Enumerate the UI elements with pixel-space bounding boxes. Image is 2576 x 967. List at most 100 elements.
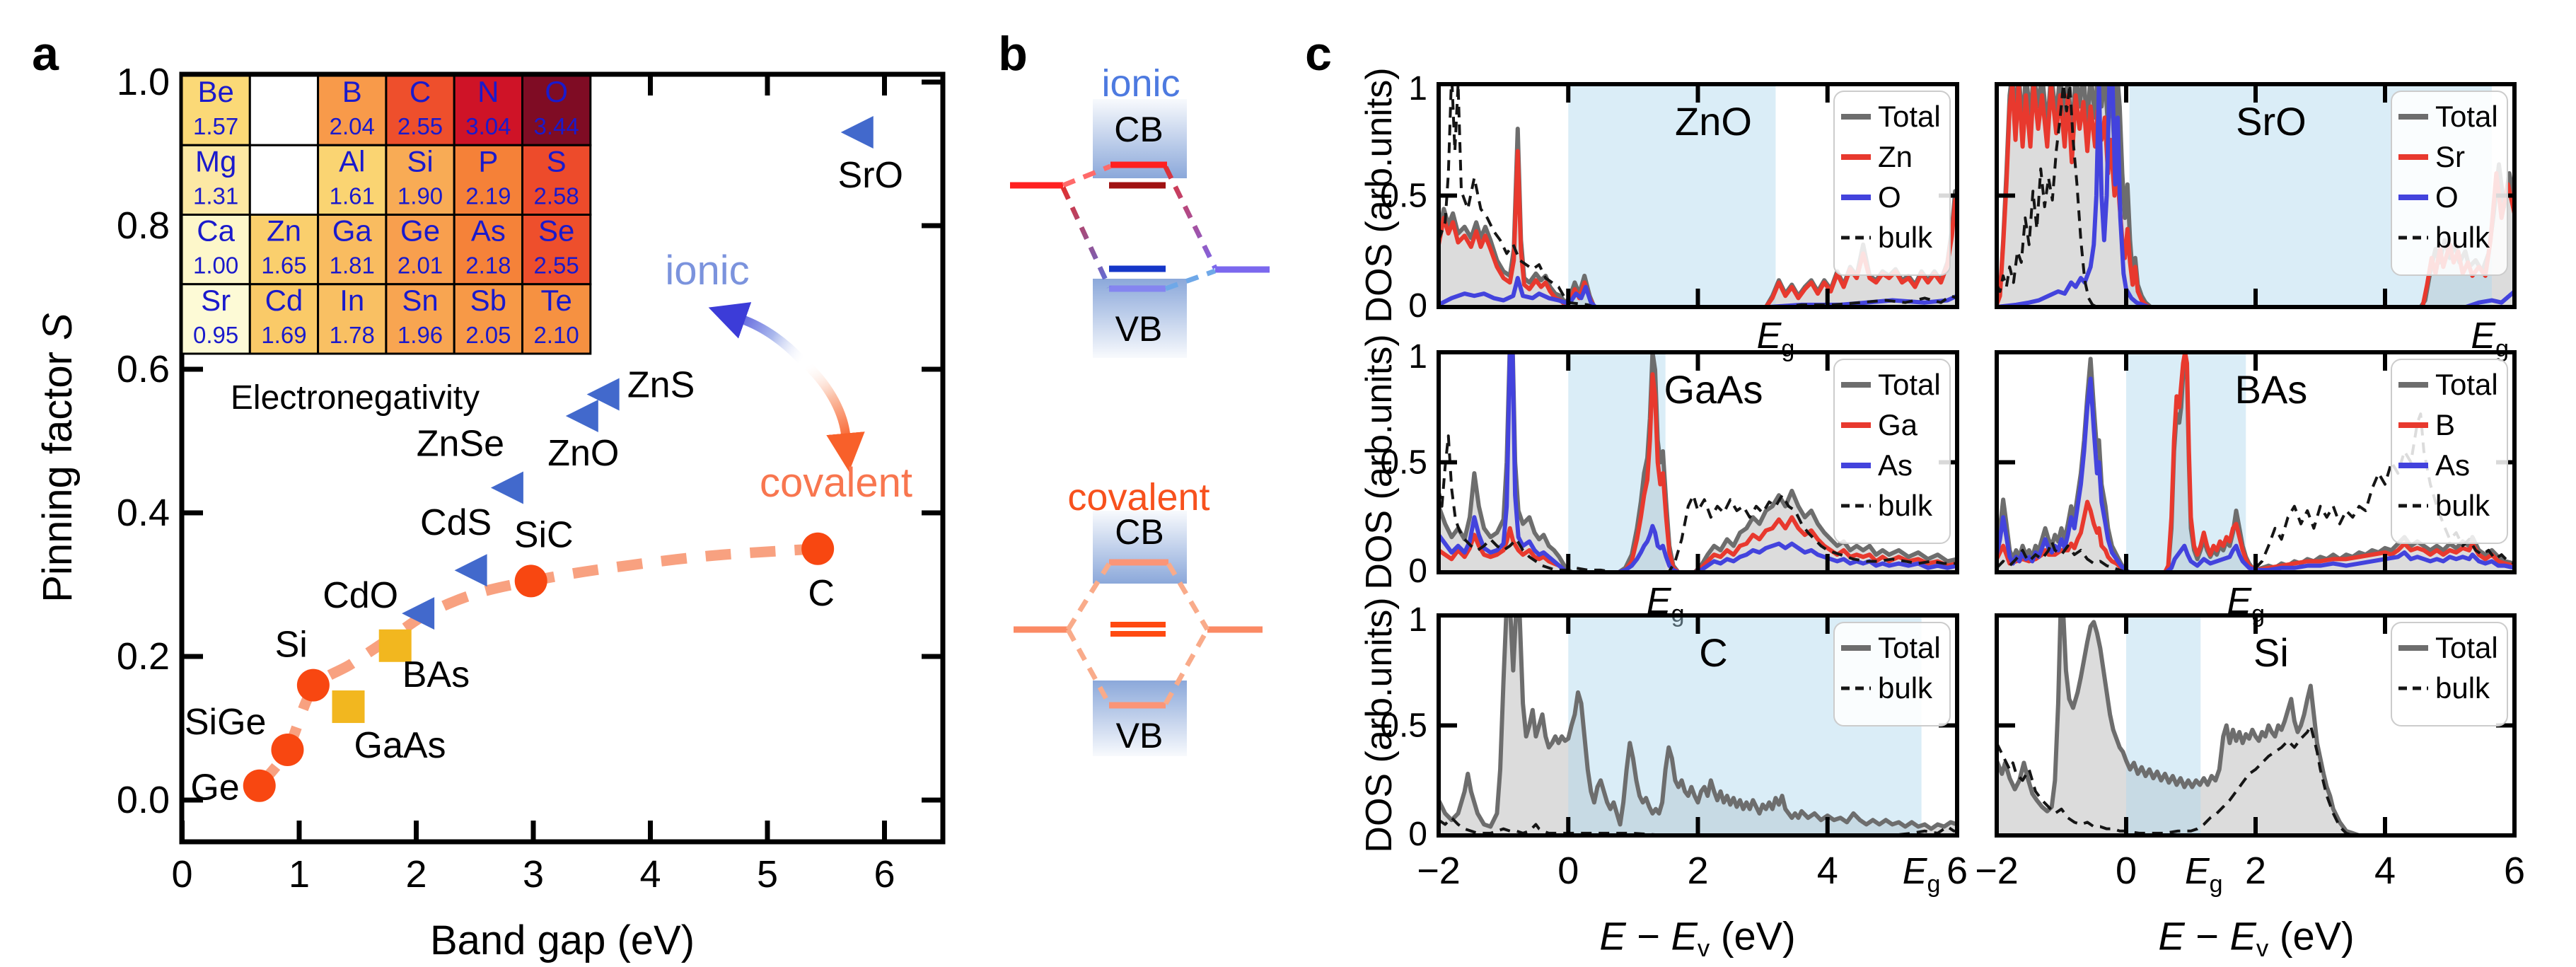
covalent-annotation: covalent — [759, 460, 913, 506]
element-cell-Be — [180, 74, 251, 146]
data-point-ZnO — [565, 399, 598, 432]
energy-axis-label-col2: E − Ev (eV) — [2158, 916, 2354, 961]
minus: − — [2184, 913, 2230, 959]
dos-curve-C-bulk — [1441, 816, 1955, 833]
panel-label-b: b — [998, 27, 1028, 81]
element-symbol: N — [477, 75, 499, 108]
x-tick-label: 2 — [405, 853, 427, 896]
point-label-SiGe: SiGe — [185, 702, 267, 743]
legend-label-bulk: bulk — [2435, 221, 2490, 254]
data-point-SrO — [840, 116, 874, 149]
ylabel-text: Pinning factor — [35, 340, 81, 603]
element-value: 1.61 — [330, 183, 375, 209]
x-tick-label: 6 — [874, 853, 895, 896]
total-fill-Si — [1999, 618, 2353, 833]
eg-label-ZnO: Eg — [1757, 315, 1795, 362]
dos-axis-label-row3: DOS (arb.units) — [1359, 597, 1400, 853]
element-value: 3.44 — [534, 113, 579, 139]
ionic-dash-left-up — [1062, 163, 1112, 188]
element-cell-Mg — [180, 144, 251, 216]
legend-label-Total: Total — [1878, 368, 1941, 401]
dos-curve-BAs-bulk — [1999, 412, 2512, 570]
e-symbol: E — [1671, 913, 1698, 959]
legend-label-B: B — [2435, 408, 2455, 441]
x-tick-label: 2 — [1687, 850, 1708, 892]
element-symbol: Sr — [201, 284, 231, 317]
dos-curve-SrO-O — [1999, 86, 2512, 305]
element-cell-Cd — [248, 283, 320, 355]
element-cell-Ge — [385, 214, 456, 286]
element-symbol: P — [478, 144, 498, 178]
data-point-Si — [296, 668, 330, 702]
x-tick-label: −2 — [1417, 850, 1461, 892]
dos-curve-Si-bulk — [1999, 724, 2351, 833]
point-label-C: C — [808, 573, 835, 614]
unit: (eV) — [2268, 913, 2355, 959]
element-symbol: Sn — [402, 284, 438, 317]
element-cell-Zn — [248, 214, 320, 286]
element-value: 1.65 — [261, 253, 306, 279]
x-tick-label: 0 — [1557, 850, 1579, 892]
element-symbol: Sb — [470, 284, 506, 317]
element-cell-Ga — [317, 214, 388, 286]
panel-b — [1010, 99, 1270, 756]
legend-label-Total: Total — [1878, 631, 1941, 664]
element-cell-Ca — [180, 214, 251, 286]
point-label-ZnS: ZnS — [627, 365, 695, 406]
element-value: 1.69 — [261, 322, 306, 348]
data-point-ZnS — [586, 378, 620, 411]
element-value: 2.04 — [330, 113, 375, 139]
dos-subplot-Si: −2 0 2 4 6 Si Eg Total bulk — [1975, 613, 2525, 898]
element-symbol: Be — [197, 75, 233, 108]
y-tick-label: 0.5 — [1380, 707, 1427, 745]
legend-label-Ga: Ga — [1878, 408, 1918, 441]
eg-label-Si: Eg — [2185, 851, 2223, 898]
data-point-BAs — [378, 629, 412, 662]
legend-label-As: As — [2435, 448, 2470, 482]
curves-GaAs — [1441, 354, 1955, 570]
conduction-band-label-covalent: CB — [1115, 512, 1164, 552]
y-tick-label: 0 — [1408, 552, 1427, 590]
element-cell-empty — [248, 74, 320, 146]
valence-band-label-covalent: VB — [1115, 716, 1164, 755]
e-symbol: E — [1599, 913, 1626, 959]
data-point-CdS — [454, 554, 487, 587]
ionic-vb-box — [1093, 279, 1187, 358]
dos-curve-BAs-B — [1999, 354, 2512, 570]
covalent-dash-ur — [1166, 562, 1210, 631]
panel-label-c: c — [1305, 27, 1332, 81]
element-symbol: O — [545, 75, 568, 108]
y-tick-label: 0 — [1408, 287, 1427, 325]
element-value: 0.95 — [193, 322, 238, 348]
element-symbol: Zn — [267, 214, 301, 248]
legend-label-bulk: bulk — [2435, 671, 2490, 705]
point-label-CdO: CdO — [323, 575, 398, 616]
legend-label-As: As — [1878, 448, 1913, 482]
point-label-GaAs: GaAs — [354, 725, 446, 766]
energy-axis-label-col1: E − Ev (eV) — [1599, 916, 1795, 961]
ionic-annotation: ionic — [665, 248, 750, 294]
data-point-C — [801, 532, 835, 565]
element-value: 2.55 — [534, 253, 579, 279]
legend-label-Total: Total — [2435, 100, 2498, 133]
panel-a-yaxis-label: Pinning factor S — [35, 313, 81, 603]
element-symbol: Ca — [197, 214, 235, 248]
legend-box-SrO — [2391, 91, 2508, 276]
panel-a-frame — [179, 71, 946, 845]
element-symbol: Te — [540, 284, 572, 317]
element-cell-S — [521, 144, 592, 216]
data-point-Ge — [243, 769, 276, 802]
point-label-Si: Si — [275, 625, 308, 666]
eg-label-SrO: Eg — [2471, 315, 2509, 362]
x-tick-label: 6 — [2504, 850, 2525, 892]
x-tick-label: 4 — [1817, 850, 1838, 892]
panel-a: 0 1 2 3 4 5 60.00.20.40.60.81.0GeSiGeSiSiCCGaA… — [117, 61, 946, 896]
covalent-dash-ul — [1066, 562, 1111, 631]
element-symbol: C — [410, 75, 431, 108]
subplot-title-C: C — [1699, 630, 1727, 675]
dos-curve-SrO-bulk — [1999, 86, 2096, 305]
element-symbol: Cd — [265, 284, 303, 317]
x-tick-label: 0 — [171, 853, 192, 896]
